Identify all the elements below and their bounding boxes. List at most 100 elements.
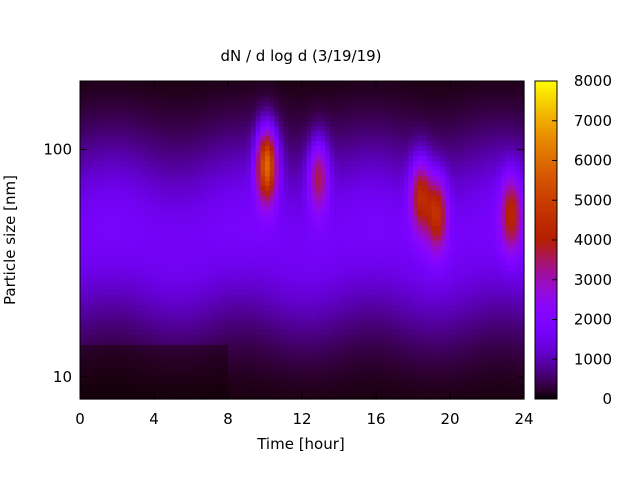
heatmap-cell <box>297 344 303 350</box>
heatmap-cell <box>413 165 419 172</box>
heatmap-cell <box>431 130 437 137</box>
heatmap-cell <box>297 120 303 127</box>
heatmap-cell <box>288 175 294 181</box>
heatmap-cell <box>214 225 220 231</box>
heatmap-cell <box>135 289 141 296</box>
heatmap-cell <box>130 379 137 385</box>
heatmap-cell <box>149 110 155 117</box>
heatmap-cell <box>260 379 266 385</box>
heatmap-cell <box>403 185 409 191</box>
heatmap-cell <box>306 200 312 206</box>
heatmap-cell <box>380 185 386 191</box>
heatmap-cell <box>232 125 238 132</box>
heatmap-cell <box>339 249 345 256</box>
heatmap-cell <box>399 244 405 251</box>
heatmap-cell <box>186 200 192 206</box>
heatmap-cell <box>255 215 261 221</box>
heatmap-cell <box>343 165 349 172</box>
heatmap-cell <box>80 274 86 281</box>
heatmap-cell <box>228 264 234 271</box>
heatmap-cell <box>343 155 349 162</box>
heatmap-cell <box>274 205 280 211</box>
heatmap-cell <box>232 389 238 395</box>
heatmap-cell <box>283 215 289 221</box>
heatmap-cell <box>315 289 322 296</box>
heatmap-cell <box>140 160 146 167</box>
heatmap-cell <box>98 210 104 216</box>
heatmap-cell <box>172 160 178 167</box>
heatmap-cell <box>177 354 183 360</box>
heatmap-cell <box>348 364 354 370</box>
heatmap-cell <box>389 115 396 122</box>
heatmap-cell <box>218 175 224 181</box>
heatmap-cell <box>334 359 340 365</box>
heatmap-cell <box>311 279 317 286</box>
heatmap-cell <box>292 220 298 226</box>
heatmap-cell <box>255 145 261 152</box>
heatmap-cell <box>232 369 238 375</box>
heatmap-cell <box>366 364 372 370</box>
heatmap-cell <box>426 304 433 311</box>
heatmap-cell <box>191 240 197 246</box>
heatmap-cell <box>186 90 192 97</box>
heatmap-cell <box>260 254 266 261</box>
heatmap-cell <box>315 215 322 221</box>
heatmap-cell <box>306 225 312 231</box>
heatmap-cell <box>403 130 409 137</box>
heatmap-cell <box>241 374 248 380</box>
heatmap-cell <box>204 225 211 231</box>
heatmap-cell <box>408 90 414 97</box>
heatmap-cell <box>228 314 234 321</box>
heatmap-cell <box>158 379 164 385</box>
heatmap-cell <box>431 334 437 340</box>
heatmap-cell <box>320 389 326 395</box>
heatmap-cell <box>93 374 100 380</box>
heatmap-cell <box>408 240 414 246</box>
heatmap-cell <box>422 389 428 395</box>
heatmap-cell <box>144 240 150 246</box>
heatmap-cell <box>89 130 95 137</box>
heatmap-cell <box>329 379 335 385</box>
heatmap-cell <box>204 359 211 365</box>
heatmap-cell <box>265 389 271 395</box>
heatmap-cell <box>204 205 211 211</box>
heatmap-cell <box>278 150 285 157</box>
heatmap-cell <box>357 125 363 132</box>
heatmap-cell <box>283 81 289 87</box>
heatmap-cell <box>126 269 132 276</box>
heatmap-cell <box>130 185 137 191</box>
heatmap-cell <box>246 254 252 261</box>
heatmap-cell <box>241 160 248 167</box>
heatmap-cell <box>403 190 409 196</box>
heatmap-cell <box>144 225 150 231</box>
heatmap-cell <box>422 334 428 340</box>
heatmap-cell <box>135 210 141 216</box>
heatmap-cell <box>181 150 187 157</box>
heatmap-cell <box>260 85 266 92</box>
heatmap-cell <box>135 339 141 345</box>
heatmap-cell <box>311 195 317 201</box>
heatmap-cell <box>426 110 433 117</box>
heatmap-cell <box>251 240 257 246</box>
heatmap-cell <box>288 155 294 162</box>
heatmap-cell <box>204 180 211 186</box>
heatmap-cell <box>144 135 150 142</box>
heatmap-cell <box>376 205 382 211</box>
heatmap-cell <box>394 264 400 271</box>
heatmap-cell <box>413 244 419 251</box>
heatmap-cell <box>274 264 280 271</box>
heatmap-cell <box>255 294 261 301</box>
heatmap-cell <box>218 284 224 291</box>
heatmap-cell <box>278 334 285 340</box>
heatmap-cell <box>260 269 266 276</box>
heatmap-cell <box>265 140 271 147</box>
heatmap-cell <box>154 160 160 167</box>
heatmap-cell <box>426 225 433 231</box>
heatmap-cell <box>260 155 266 162</box>
heatmap-cell <box>246 319 252 326</box>
heatmap-cell <box>278 394 285 400</box>
heatmap-cell <box>329 359 335 365</box>
heatmap-cell <box>144 170 150 177</box>
heatmap-cell <box>362 150 368 157</box>
heatmap-cell <box>352 284 359 291</box>
